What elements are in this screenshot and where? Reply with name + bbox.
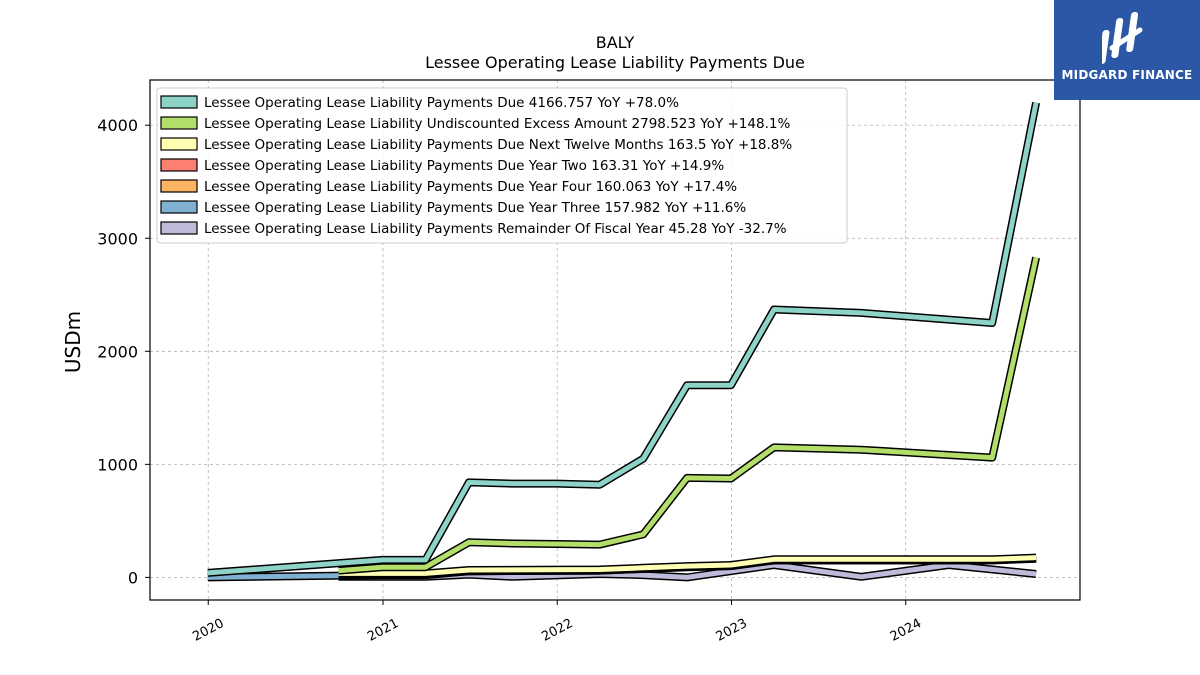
series-lines (207, 101, 1041, 582)
legend-series-name: Lessee Operating Lease Liability Payment… (204, 95, 524, 111)
y-tick-label: 2000 (97, 342, 138, 361)
legend-item: Lessee Operating Lease Liability Undisco… (204, 116, 790, 132)
y-tick-label: 1000 (97, 455, 138, 474)
x-tick-label: 2023 (714, 616, 750, 645)
legend-item: Lessee Operating Lease Liability Payment… (204, 158, 724, 174)
y-tick-label: 3000 (97, 229, 138, 248)
plot-area (149, 79, 1081, 601)
legend-series-value: 160.063 YoY +17.4% (591, 179, 737, 195)
legend-swatch (160, 95, 198, 109)
legend-box (156, 87, 848, 244)
legend-swatch (160, 221, 198, 235)
legend-series-name: Lessee Operating Lease Liability Payment… (204, 158, 587, 174)
legend-swatch (160, 179, 198, 193)
series-line (338, 256, 1039, 574)
logo-text: MIDGARD FINANCE (1061, 68, 1193, 82)
y-axis-label: USDm (61, 311, 85, 373)
y-tick-label: 4000 (97, 116, 138, 135)
legend-series-name: Lessee Operating Lease Liability Payment… (204, 137, 664, 153)
legend-swatch (160, 158, 198, 172)
legend-swatch (160, 200, 198, 214)
legend-series-name: Lessee Operating Lease Liability Payment… (204, 200, 600, 216)
legend: Lessee Operating Lease Liability Payment… (156, 87, 848, 244)
series-line (338, 555, 1037, 576)
legend-series-name: Lessee Operating Lease Liability Payment… (204, 179, 592, 195)
legend-series-name: Lessee Operating Lease Liability Undisco… (204, 116, 627, 132)
x-tick-label: 2021 (365, 616, 401, 645)
legend-item: Lessee Operating Lease Liability Payment… (204, 179, 737, 195)
series-line (207, 102, 1039, 576)
x-tick-label: 2022 (539, 616, 575, 645)
legend-series-value: 157.982 YoY +11.6% (600, 200, 746, 216)
y-tick-label: 0 (128, 568, 138, 587)
legend-item: Lessee Operating Lease Liability Payment… (204, 221, 787, 237)
legend-series-value: 163.5 YoY +18.8% (664, 137, 793, 153)
legend-item: Lessee Operating Lease Liability Payment… (204, 95, 679, 111)
legend-item: Lessee Operating Lease Liability Payment… (204, 200, 746, 216)
chart-subtitle: Lessee Operating Lease Liability Payment… (425, 53, 805, 72)
legend-swatch (160, 137, 198, 151)
x-tick-label: 2024 (888, 616, 924, 645)
legend-item: Lessee Operating Lease Liability Payment… (204, 137, 792, 153)
legend-swatch (160, 116, 198, 130)
chart-title: BALY (596, 33, 635, 52)
legend-series-value: 45.28 YoY -32.7% (664, 221, 786, 237)
midgard-finance-logo: MIDGARD FINANCE (1054, 0, 1200, 100)
legend-series-value: 2798.523 YoY +148.1% (627, 116, 790, 132)
legend-series-value: 4166.757 YoY +78.0% (524, 95, 679, 111)
legend-series-name: Lessee Operating Lease Liability Payment… (204, 221, 665, 237)
legend-series-value: 163.31 YoY +14.9% (587, 158, 724, 174)
x-tick-label: 2020 (190, 616, 226, 645)
logo-mark-icon (1102, 12, 1143, 64)
